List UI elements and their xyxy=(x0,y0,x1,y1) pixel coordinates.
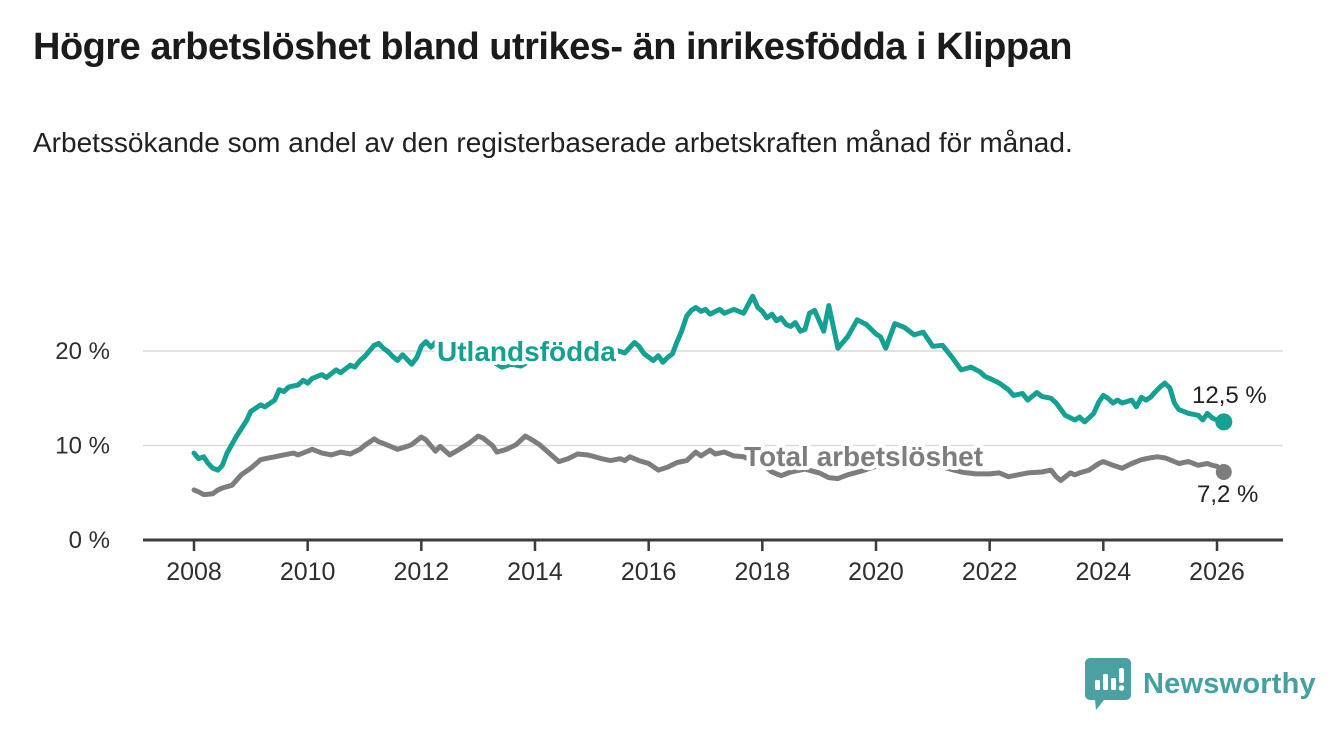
line-chart: 2008 2010 2012 2014 2016 2018 2020 2022 2024 2026… xyxy=(55,293,1283,586)
utlandsfodda-line xyxy=(191,293,1227,473)
x-tick-label: 2010 xyxy=(280,558,336,586)
total-arbetsloshet-line xyxy=(191,433,1227,498)
chart-subtitle: Arbetssökande som andel av den registerb… xyxy=(33,127,1073,158)
x-tick-label: 2026 xyxy=(1189,558,1245,586)
x-tick-label: 2022 xyxy=(962,558,1018,586)
total-end-dot xyxy=(1215,464,1232,480)
y-tick-label: 10 % xyxy=(55,433,110,460)
x-tick-label: 2008 xyxy=(166,558,222,586)
x-tick-label: 2016 xyxy=(621,558,677,586)
series-label-total: Total arbetslöshet xyxy=(744,441,983,472)
page-title: Högre arbetslöshet bland utrikes- än inr… xyxy=(33,26,1072,68)
x-tick-label: 2018 xyxy=(735,558,791,586)
end-value-utlandsfodda: 12,5 % xyxy=(1192,382,1267,409)
end-value-total: 7,2 % xyxy=(1197,481,1258,508)
x-tick-label: 2024 xyxy=(1076,558,1132,586)
x-tick-label: 2014 xyxy=(507,558,563,586)
bar-chart-speech-bubble-icon xyxy=(1085,658,1131,710)
x-tick-label: 2020 xyxy=(848,558,904,586)
x-axis-ticks: 2008 2010 2012 2014 2016 2018 2020 2022 2024 2026 xyxy=(166,540,1245,586)
brand-name: Newsworthy xyxy=(1143,667,1316,700)
utlandsfodda-end-dot xyxy=(1215,413,1233,431)
series-label-utlandsfodda: Utlandsfödda xyxy=(437,336,616,367)
y-axis-labels: 0 % 10 % 20 % xyxy=(55,338,110,554)
y-tick-label: 20 % xyxy=(55,338,110,365)
newsworthy-logo: Newsworthy xyxy=(1085,656,1316,712)
x-tick-label: 2012 xyxy=(394,558,450,586)
y-tick-label: 0 % xyxy=(69,527,110,554)
